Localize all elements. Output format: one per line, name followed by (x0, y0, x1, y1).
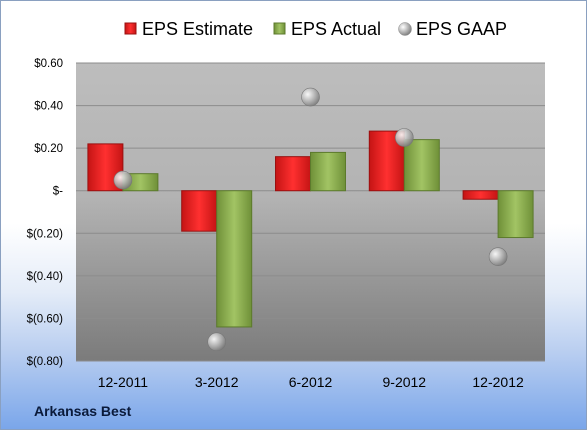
y-tick-label: $(0.80) (27, 356, 64, 368)
legend-swatch (398, 22, 412, 36)
gaap-markers (113, 87, 508, 352)
legend-swatch (124, 22, 137, 35)
gaap-marker (488, 247, 508, 266)
y-tick-label: $0.40 (34, 101, 63, 113)
x-category-label: 12-2011 (98, 374, 149, 390)
x-category-label: 3-2012 (195, 374, 239, 390)
gaap-marker (113, 170, 133, 190)
y-tick-label: $(0.20) (27, 228, 64, 240)
x-axis-categories: 12-2011 3-2012 6-2012 9-2012 12-2012 (98, 374, 524, 390)
y-tick-label: $(0.60) (27, 313, 64, 325)
actual-bar (310, 151, 346, 192)
y-axis-ticks: $0.60 $0.40 $0.20 $- $(0.20) $(0.40) $(0.60) $(… (27, 58, 64, 368)
actual-bar (497, 190, 534, 239)
legend-label: EPS Estimate (142, 19, 253, 39)
company-name: Arkansas Best (34, 403, 132, 419)
bars (87, 130, 534, 328)
gaap-marker (207, 332, 226, 352)
y-tick-label: $- (53, 186, 63, 198)
actual-bar (216, 190, 253, 328)
estimate-bar (462, 190, 499, 200)
plot-area (76, 63, 545, 361)
estimate-bar (275, 156, 311, 192)
legend-label: EPS GAAP (416, 19, 507, 39)
y-tick-label: $0.60 (34, 58, 63, 70)
x-category-label: 12-2012 (472, 374, 524, 390)
x-category-label: 6-2012 (289, 374, 333, 390)
x-category-label: 9-2012 (383, 374, 427, 390)
actual-bar (403, 139, 440, 192)
estimate-bar (181, 190, 218, 232)
legend-swatch (273, 22, 286, 35)
gaap-marker (394, 128, 414, 147)
gaap-marker (301, 87, 320, 107)
y-tick-label: $0.20 (34, 143, 63, 155)
legend-label: EPS Actual (291, 19, 381, 39)
legend: EPS Estimate EPS Actual EPS GAAP (124, 19, 507, 39)
y-tick-label: $(0.40) (27, 271, 64, 283)
